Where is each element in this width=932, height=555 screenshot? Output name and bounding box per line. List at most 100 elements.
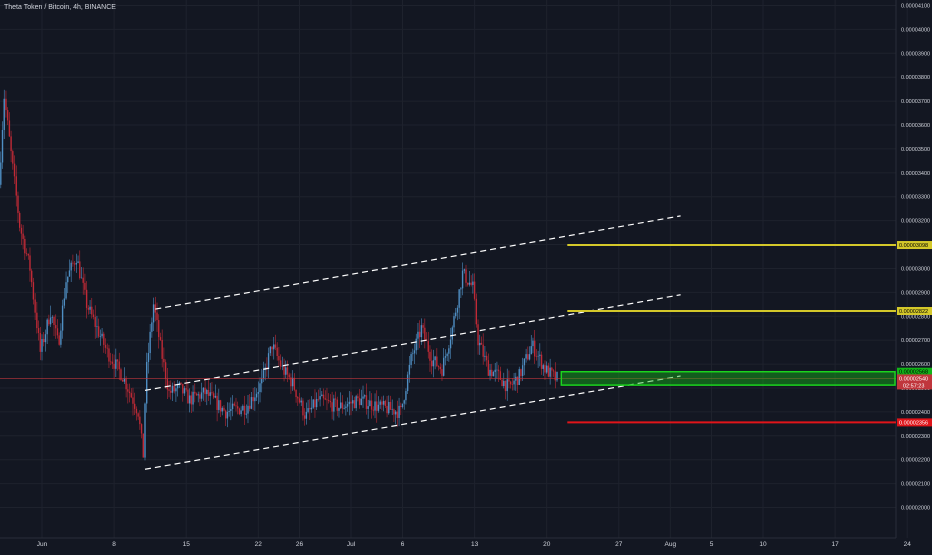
candle-body (123, 378, 126, 382)
candle-body (283, 365, 285, 375)
candle-body (187, 389, 189, 404)
candle-body (139, 416, 141, 425)
candle-body (427, 341, 429, 352)
candle-body (92, 314, 95, 318)
candle-body (455, 312, 457, 317)
x-tick-label: 8 (112, 541, 116, 548)
candle-body (285, 367, 287, 375)
candle-body (159, 337, 162, 340)
candle-body (475, 298, 478, 325)
candle-body (334, 398, 337, 400)
candle-body (468, 282, 471, 285)
candle-body (499, 371, 502, 380)
candle-body (146, 361, 148, 404)
candle-body (470, 282, 472, 285)
candle-body (235, 405, 237, 407)
candle-body (343, 407, 345, 409)
candle-body (104, 344, 107, 348)
candle-body (279, 360, 282, 367)
candle-body (135, 408, 138, 414)
candles (0, 89, 558, 461)
candle-body (273, 344, 275, 350)
candle-body (415, 338, 417, 351)
candle-body (312, 399, 314, 408)
candle-body (465, 269, 467, 283)
candle-body (448, 348, 450, 354)
candle-body (204, 387, 206, 395)
channel-line-lower[interactable] (144, 375, 681, 470)
candle-body (269, 346, 272, 354)
candle-body (163, 358, 165, 363)
candle-body (25, 253, 28, 254)
candle-body (432, 360, 435, 367)
x-tick-label: Jun (37, 541, 48, 548)
x-tick-label: 27 (615, 541, 623, 548)
candle-body (140, 424, 143, 434)
candle-body (406, 374, 409, 392)
y-tick-label: 0.00002700 (901, 338, 930, 344)
candle-body (97, 326, 100, 337)
candle-body (254, 397, 256, 402)
candle-body (173, 385, 175, 392)
candle-body (267, 353, 270, 369)
candle-body (456, 307, 459, 313)
candle-body (525, 354, 527, 359)
candle-body (443, 357, 445, 376)
candle-body (12, 151, 14, 164)
candle-body (355, 396, 357, 409)
candle-body (418, 331, 421, 338)
candle-body (255, 393, 258, 398)
y-tick-label: 0.00002900 (901, 290, 930, 296)
candle-body (197, 394, 199, 396)
candle-body (322, 394, 325, 399)
candle-body (350, 401, 352, 404)
candle-body (467, 282, 469, 285)
candle-body (55, 325, 57, 329)
candle-body (223, 407, 225, 411)
x-tick-label: 10 (759, 541, 767, 548)
candle-body (118, 361, 120, 370)
candle-body (142, 433, 144, 458)
candle-body (49, 317, 52, 325)
candle-body (243, 405, 246, 415)
candle-body (158, 320, 160, 338)
candle-body (207, 389, 210, 396)
candle-body (183, 388, 186, 394)
candle-body (219, 400, 222, 412)
candle-body (209, 392, 211, 396)
candle-body (132, 397, 134, 404)
candle-body (194, 391, 196, 394)
candle-body (372, 409, 375, 411)
candle-body (31, 270, 33, 283)
candle-body (233, 403, 235, 406)
candle-body (108, 348, 110, 362)
candle-body (508, 379, 510, 382)
candle-body (540, 354, 543, 369)
channel-line-upper[interactable] (155, 215, 681, 310)
candle-body (3, 98, 5, 130)
candle-body (552, 370, 555, 372)
candle-body (211, 392, 213, 394)
candle-body (491, 369, 493, 377)
support-zone[interactable] (560, 370, 896, 386)
y-tick-label: 0.00002200 (901, 458, 930, 464)
candle-body (314, 399, 316, 408)
candle-body (338, 408, 340, 411)
candle-body (489, 369, 491, 376)
candle-body (261, 378, 263, 384)
candle-body (41, 339, 43, 352)
candle-body (513, 380, 515, 385)
candle-body (309, 408, 311, 410)
candle-body (302, 400, 304, 416)
candle-body (65, 282, 67, 299)
candle-body (329, 400, 332, 403)
candle-body (436, 356, 438, 367)
candle-body (444, 356, 447, 358)
candle-body (80, 277, 83, 279)
candle-body (37, 328, 40, 333)
candle-body (451, 327, 453, 340)
candle-body (434, 356, 436, 361)
candle-body (547, 365, 550, 377)
